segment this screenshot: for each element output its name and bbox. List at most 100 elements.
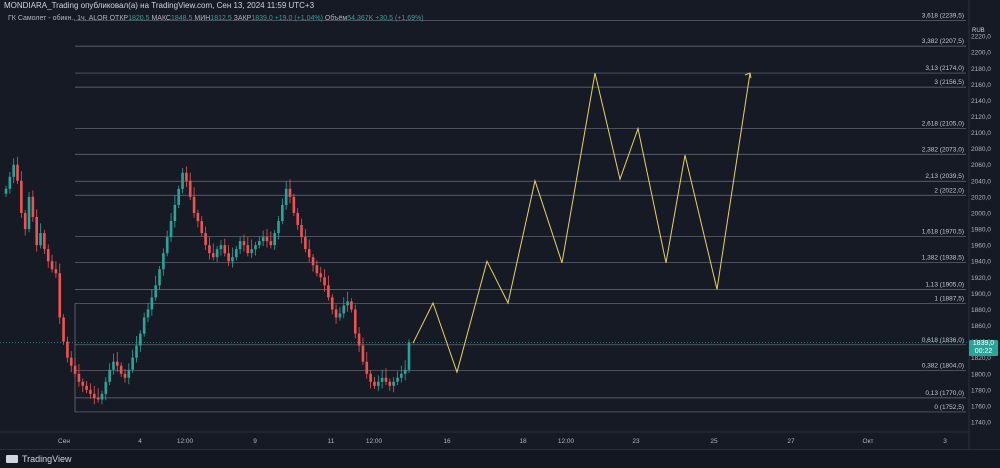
candle-body[interactable] [43,233,46,249]
candle-body[interactable] [16,165,19,181]
candle-body[interactable] [177,189,180,205]
candle-body[interactable] [273,233,276,245]
candle-body[interactable] [365,362,368,374]
price-chart[interactable]: 3,618 (2239,5)3,382 (2207,5)3,13 (2174,0… [0,0,1000,449]
candle-body[interactable] [235,249,238,257]
candle-body[interactable] [281,205,284,221]
candle-body[interactable] [185,173,188,181]
candle-body[interactable] [193,197,196,213]
candle-body[interactable] [108,370,111,382]
candle-body[interactable] [377,382,380,386]
candle-body[interactable] [258,241,261,245]
candle-body[interactable] [20,181,23,213]
candle-body[interactable] [12,165,15,177]
candle-body[interactable] [231,257,234,261]
candle-body[interactable] [204,233,207,245]
candle-body[interactable] [342,305,345,313]
candle-body[interactable] [93,394,96,398]
candle-body[interactable] [104,382,107,394]
candle-body[interactable] [358,334,361,346]
candle-body[interactable] [277,221,280,233]
projection-path[interactable] [413,73,751,372]
projection-polyline[interactable] [413,73,750,372]
candle-body[interactable] [369,374,372,382]
candle-body[interactable] [131,358,134,370]
candle-body[interactable] [212,253,215,257]
candle-body[interactable] [243,241,246,245]
candle-body[interactable] [312,257,315,265]
candle-body[interactable] [239,241,242,249]
candle-body[interactable] [223,245,226,253]
candle-body[interactable] [262,237,265,241]
candle-body[interactable] [385,378,388,382]
candle-body[interactable] [396,378,399,382]
candle-body[interactable] [350,301,353,309]
candle-body[interactable] [331,297,334,309]
candle-body[interactable] [139,334,142,346]
candle-body[interactable] [216,249,219,257]
candle-body[interactable] [112,362,115,370]
candle-body[interactable] [170,221,173,237]
candles[interactable] [5,157,411,405]
candle-body[interactable] [335,309,338,317]
candle-body[interactable] [174,205,177,221]
candle-body[interactable] [120,366,123,374]
candle-body[interactable] [147,309,150,317]
candle-body[interactable] [247,245,250,253]
candle-body[interactable] [346,301,349,305]
candle-body[interactable] [319,273,322,277]
candle-body[interactable] [296,213,299,225]
candle-body[interactable] [151,297,154,309]
candle-body[interactable] [339,313,342,317]
candle-body[interactable] [158,269,161,285]
candle-body[interactable] [404,370,407,374]
candle-body[interactable] [381,378,384,382]
candle-body[interactable] [32,197,35,217]
currency-label[interactable]: RUB [972,28,985,34]
candle-body[interactable] [89,390,92,394]
candle-body[interactable] [5,189,8,194]
candle-body[interactable] [51,261,54,269]
candle-body[interactable] [28,197,31,229]
candle-body[interactable] [408,342,411,369]
candle-body[interactable] [143,317,146,333]
candle-body[interactable] [250,249,253,253]
candle-body[interactable] [308,249,311,257]
candle-body[interactable] [266,237,269,241]
candle-body[interactable] [289,189,292,197]
price-axis[interactable]: 1740,01760,01780,01800,01820,01840,01860… [971,34,991,427]
candle-body[interactable] [116,362,119,366]
candle-body[interactable] [62,317,65,341]
candle-body[interactable] [78,374,81,382]
candle-body[interactable] [47,249,50,261]
candle-body[interactable] [220,245,223,249]
candle-body[interactable] [197,213,200,221]
candle-body[interactable] [124,374,127,378]
candle-body[interactable] [162,253,165,269]
candle-body[interactable] [81,382,84,386]
candle-body[interactable] [316,265,319,273]
candle-body[interactable] [154,285,157,297]
candle-body[interactable] [66,342,69,358]
candle-body[interactable] [208,245,211,253]
candle-body[interactable] [327,285,330,297]
candle-body[interactable] [362,346,365,362]
tradingview-logo[interactable]: TradingView [6,453,72,465]
candle-body[interactable] [9,177,12,189]
candle-body[interactable] [128,370,131,378]
candle-body[interactable] [300,225,303,237]
candle-body[interactable] [200,221,203,233]
candle-body[interactable] [35,217,38,245]
candle-body[interactable] [181,173,184,189]
candle-body[interactable] [135,346,138,358]
candle-body[interactable] [254,245,257,249]
candle-body[interactable] [189,181,192,197]
candle-body[interactable] [400,374,403,378]
candle-body[interactable] [55,269,58,273]
candle-body[interactable] [293,197,296,213]
candle-body[interactable] [24,213,27,229]
candle-body[interactable] [227,253,230,261]
candle-body[interactable] [285,189,288,205]
candle-body[interactable] [323,277,326,285]
candle-body[interactable] [354,309,357,333]
